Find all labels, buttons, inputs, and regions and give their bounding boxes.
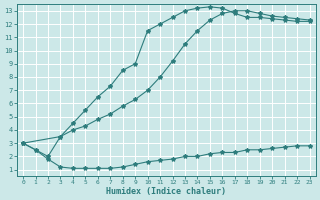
X-axis label: Humidex (Indice chaleur): Humidex (Indice chaleur): [106, 187, 226, 196]
